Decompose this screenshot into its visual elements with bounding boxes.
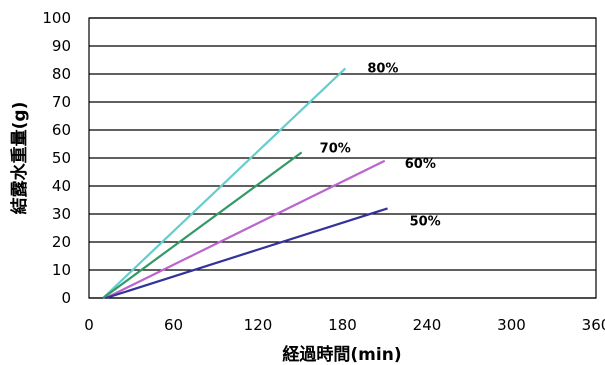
series-label: 70% — [320, 141, 351, 156]
gridlines — [89, 17, 596, 299]
y-tick-label: 10 — [52, 261, 71, 279]
x-tick-label: 120 — [244, 316, 273, 334]
x-tick-label: 300 — [497, 316, 526, 334]
y-tick-label: 20 — [52, 233, 71, 251]
series-labels: 80% 70% 60% 50% — [320, 61, 441, 229]
series-line-80pct — [102, 67, 347, 299]
y-tick-label: 70 — [52, 93, 71, 111]
series-label: 60% — [405, 157, 436, 172]
y-tick-label: 0 — [61, 289, 71, 307]
plot-area — [88, 17, 597, 299]
x-axis-title: 経過時間(min) — [282, 344, 401, 365]
x-axis-tick-labels: 0 60 120 180 240 300 360 — [84, 316, 605, 334]
y-axis-title: 結露水重量(g) — [9, 102, 30, 215]
series-label: 50% — [410, 214, 441, 229]
y-tick-label: 30 — [52, 205, 71, 223]
y-tick-label: 100 — [42, 9, 71, 27]
x-tick-label: 180 — [328, 316, 357, 334]
series-lines — [102, 67, 388, 300]
y-tick-label: 40 — [52, 177, 71, 195]
x-tick-label: 240 — [413, 316, 442, 334]
series-line-70pct — [102, 151, 303, 299]
series-line-60pct — [105, 159, 386, 299]
y-tick-label: 60 — [52, 121, 71, 139]
x-tick-label: 60 — [164, 316, 183, 334]
y-tick-label: 50 — [52, 149, 71, 167]
x-tick-label: 0 — [84, 316, 94, 334]
x-tick-label: 360 — [582, 316, 605, 334]
y-tick-label: 80 — [52, 65, 71, 83]
series-line-50pct — [105, 207, 388, 300]
y-axis-tick-labels: 0 10 20 30 40 50 60 70 80 90 100 — [42, 9, 71, 307]
series-label: 80% — [367, 61, 398, 76]
y-tick-label: 90 — [52, 37, 71, 55]
